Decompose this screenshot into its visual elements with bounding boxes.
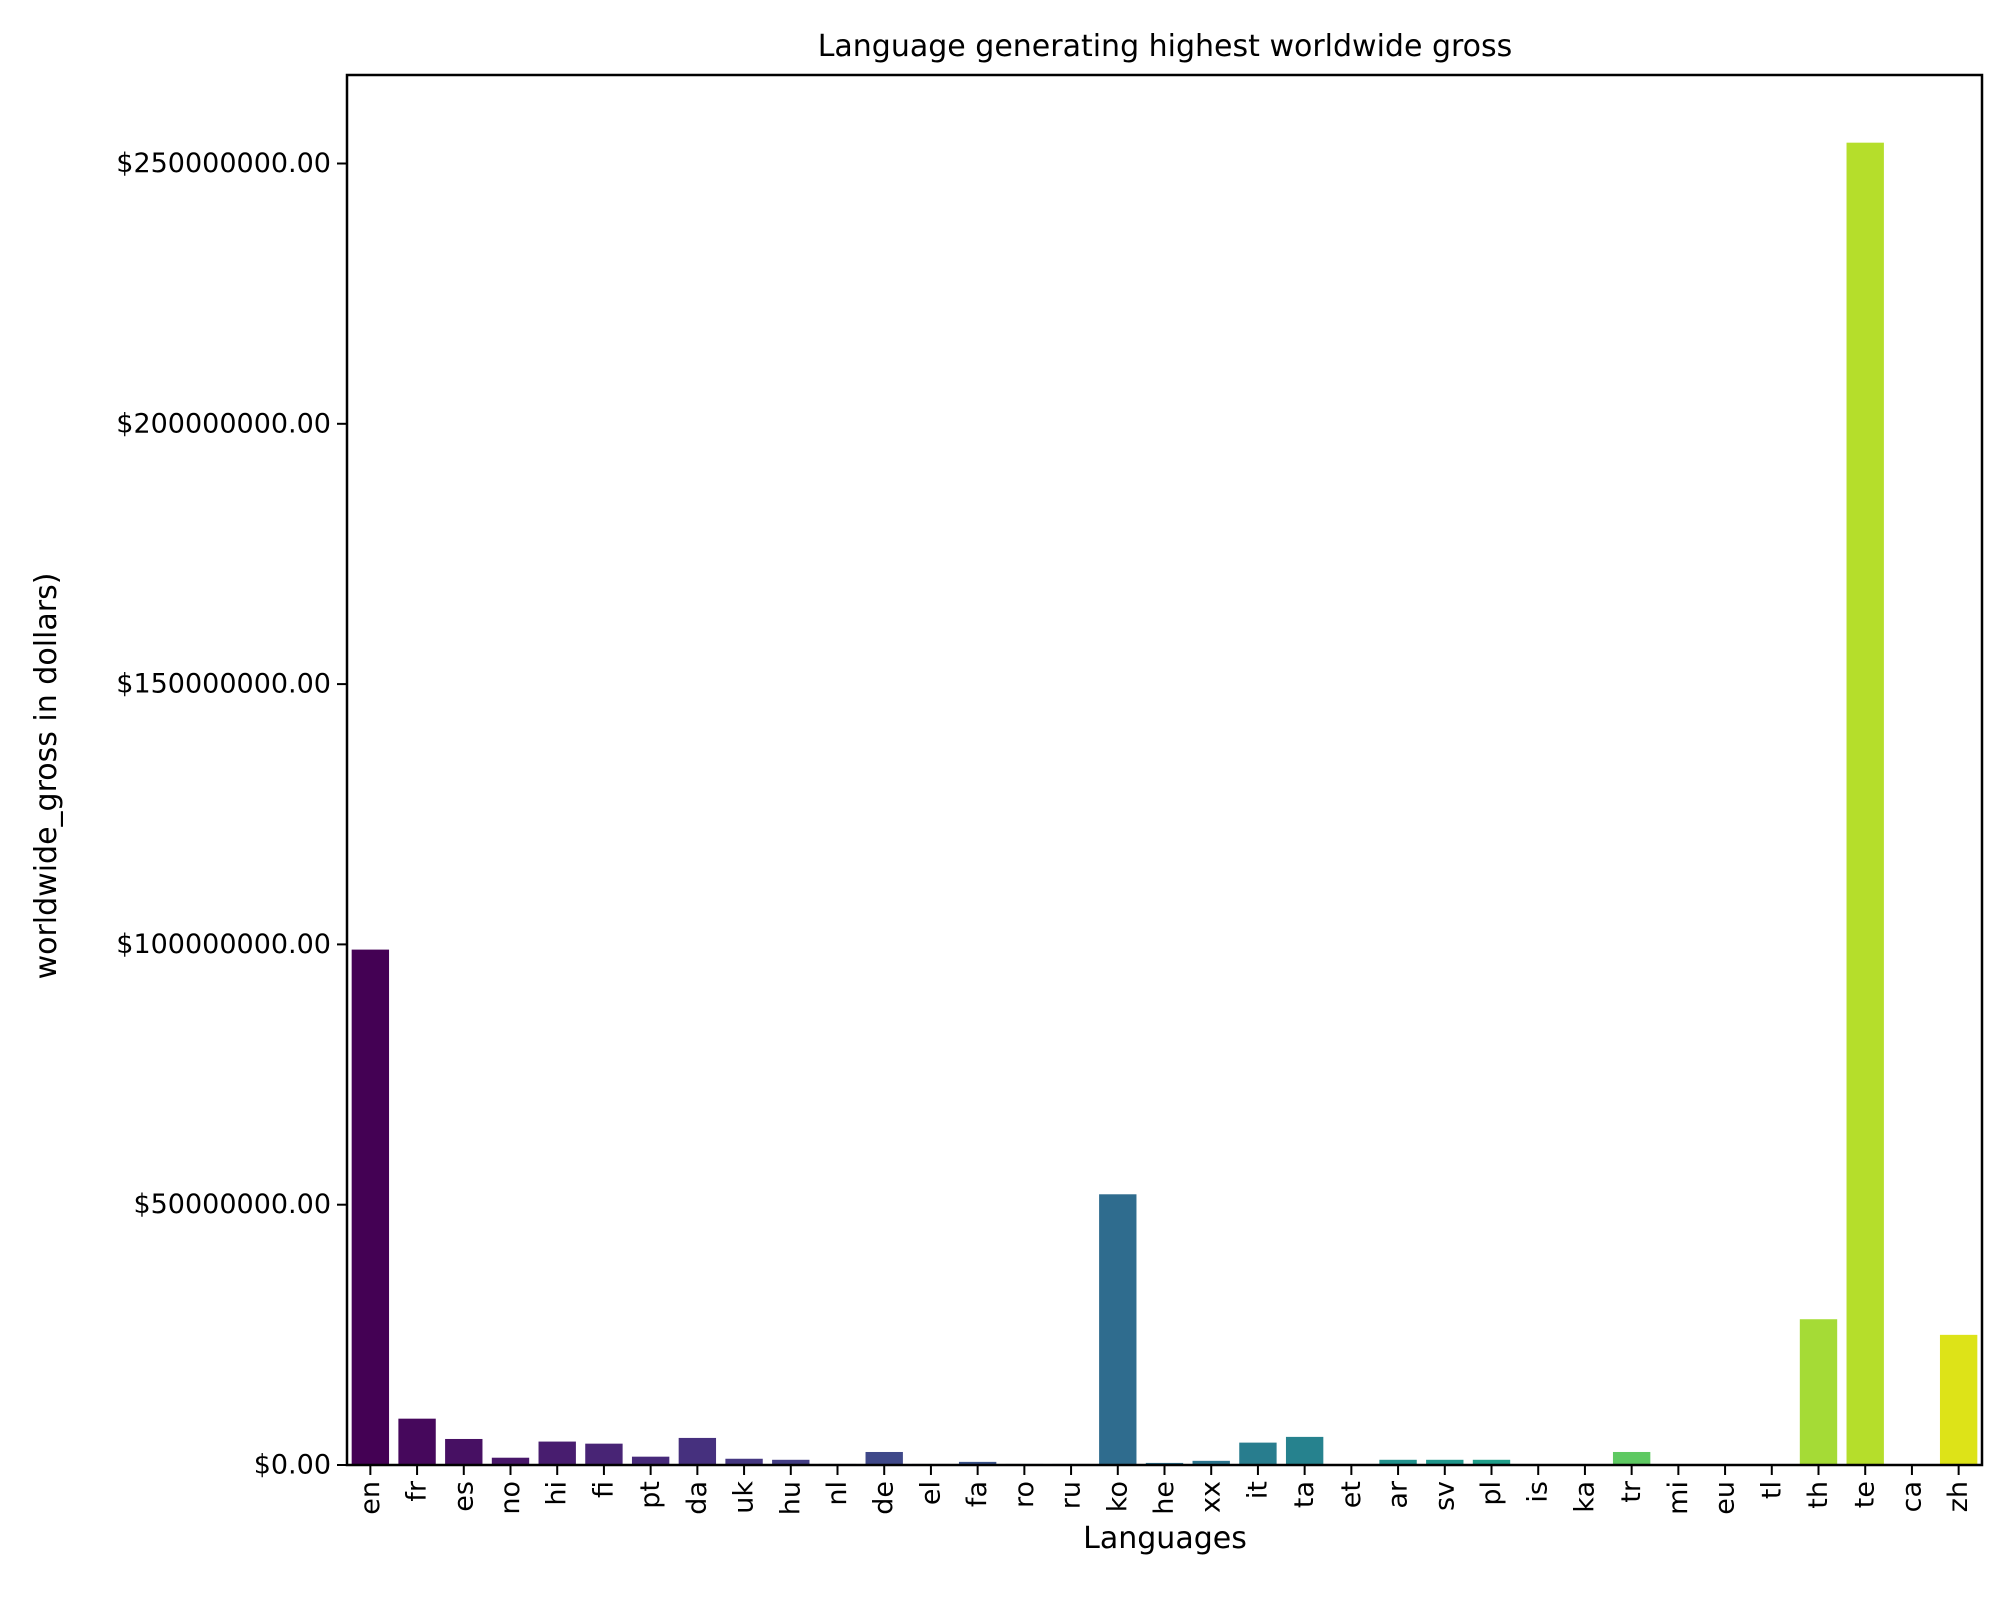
bar-ar: [1379, 1459, 1417, 1465]
bar-ko: [1099, 1194, 1137, 1465]
x-tick-label-el: el: [915, 1481, 946, 1505]
x-tick-label-fr: fr: [402, 1480, 433, 1502]
bar-fr: [398, 1418, 436, 1465]
bar-tr: [1612, 1451, 1651, 1465]
x-tick-label-th: th: [1803, 1481, 1834, 1509]
bar-hu: [772, 1459, 810, 1465]
x-tick-label-ar: ar: [1383, 1480, 1414, 1509]
x-tick-label-fi: fi: [588, 1481, 619, 1498]
x-tick-label-te: te: [1850, 1481, 1881, 1508]
bar-te: [1846, 142, 1884, 1466]
bar-en: [351, 949, 390, 1465]
x-tick-label-da: da: [682, 1481, 713, 1515]
bar-pt: [631, 1456, 670, 1465]
x-tick-label-hu: hu: [775, 1481, 806, 1515]
x-tick-label-tr: tr: [1616, 1480, 1647, 1503]
x-tick-label-tl: tl: [1756, 1481, 1787, 1499]
x-tick-label-mi: mi: [1663, 1481, 1694, 1515]
x-tick-label-de: de: [869, 1481, 900, 1515]
x-tick-label-hi: hi: [542, 1481, 573, 1506]
bar-ta: [1285, 1436, 1324, 1465]
x-tick-label-fa: fa: [962, 1481, 993, 1507]
x-tick-label-es: es: [448, 1481, 479, 1512]
bar-uk: [725, 1458, 763, 1465]
y-tick-label: $250000000.00: [116, 148, 331, 179]
x-tick-label-sv: sv: [1429, 1481, 1460, 1511]
x-tick-label-ko: ko: [1102, 1481, 1133, 1512]
x-tick-label-pl: pl: [1476, 1481, 1507, 1506]
y-tick-label: $0.00: [254, 1450, 331, 1481]
x-tick-label-et: et: [1336, 1481, 1367, 1508]
plot-frame: [345, 73, 1984, 1467]
bar-fa: [958, 1461, 997, 1465]
bar-th: [1799, 1319, 1838, 1465]
y-axis-label: worldwide_gross in dollars): [29, 573, 64, 980]
x-tick-label-ro: ro: [1009, 1481, 1040, 1508]
chart-title: Language generating highest worldwide gr…: [818, 29, 1513, 64]
x-tick-label-ru: ru: [1056, 1481, 1087, 1509]
x-tick-label-he: he: [1149, 1481, 1180, 1515]
x-tick-label-ca: ca: [1896, 1481, 1927, 1512]
x-tick-label-xx: xx: [1196, 1481, 1227, 1513]
bar-pl: [1472, 1459, 1511, 1465]
x-tick-label-no: no: [495, 1481, 526, 1515]
y-tick-label: $100000000.00: [116, 929, 331, 960]
y-axis: $0.00 $50000000.00 $100000000.00 $150000000…: [116, 148, 347, 1481]
x-tick-label-pt: pt: [635, 1481, 666, 1509]
y-tick-label: $50000000.00: [133, 1189, 331, 1220]
x-tick-label-uk: uk: [729, 1481, 760, 1514]
y-tick-label: $200000000.00: [116, 408, 331, 439]
x-tick-label-is: is: [1523, 1481, 1554, 1503]
bar-no: [491, 1457, 530, 1465]
x-axis: en fr es no hi fi pt da uk hu nl de el fa ro ru ko he xx it…: [355, 1465, 1974, 1515]
bar-es: [445, 1438, 483, 1465]
x-tick-label-ta: ta: [1289, 1481, 1320, 1508]
bar-sv: [1426, 1459, 1464, 1465]
bars-group: [351, 142, 1978, 1466]
bar-de: [865, 1451, 903, 1465]
x-axis-label: Languages: [1083, 1521, 1247, 1556]
x-tick-label-ka: ka: [1569, 1481, 1600, 1513]
x-tick-label-en: en: [355, 1481, 386, 1515]
bar-xx: [1192, 1460, 1230, 1465]
bar-fi: [585, 1443, 623, 1465]
x-tick-label-it: it: [1242, 1481, 1273, 1499]
bar-it: [1239, 1442, 1277, 1465]
bar-zh: [1939, 1334, 1978, 1465]
x-tick-label-eu: eu: [1710, 1481, 1741, 1515]
x-tick-label-zh: zh: [1943, 1481, 1974, 1512]
bar-da: [678, 1437, 717, 1465]
y-tick-label: $150000000.00: [116, 669, 331, 700]
bar-hi: [538, 1441, 576, 1465]
x-tick-label-nl: nl: [822, 1481, 853, 1506]
